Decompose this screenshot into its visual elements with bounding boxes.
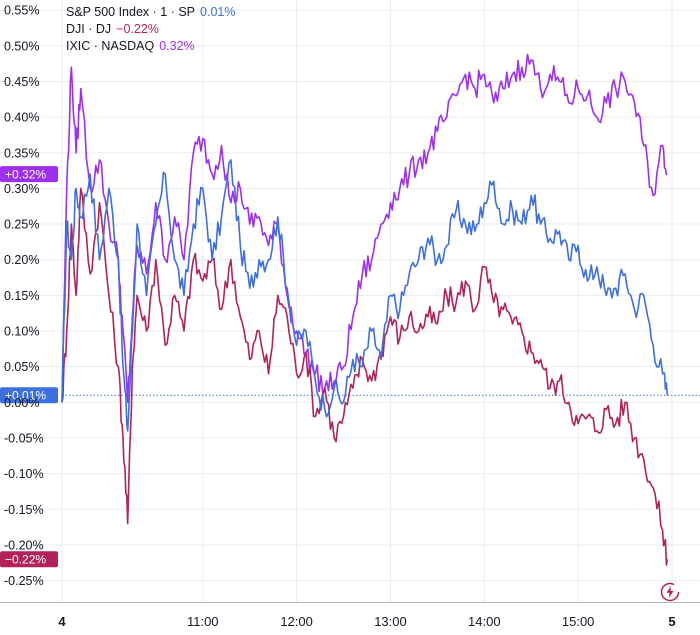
y-tick-label: 0.10%	[4, 325, 39, 339]
y-tick-label: -0.10%	[4, 467, 44, 481]
x-tick-label: 5	[668, 614, 675, 629]
y-tick-label: 0.15%	[4, 289, 39, 303]
x-tick-label: 12:00	[280, 614, 313, 629]
price-label-bg	[0, 166, 58, 183]
y-tick-label: 0.20%	[4, 253, 39, 267]
y-tick-label: 0.55%	[4, 4, 39, 18]
y-tick-label: 0.45%	[4, 75, 39, 89]
price-label-dji: −0.22%	[0, 551, 58, 568]
x-tick-label: 4	[58, 614, 66, 629]
legend-name-ixic: IXIC · NASDAQ	[66, 39, 155, 53]
y-tick-label: -0.20%	[4, 538, 44, 552]
y-tick-label: 0.40%	[4, 111, 39, 125]
y-tick-label: 0.35%	[4, 146, 39, 160]
x-tick-label: 15:00	[562, 614, 595, 629]
legend-name-sp: S&P 500 Index · 1 · SP	[66, 5, 196, 19]
y-tick-label: 0.25%	[4, 218, 39, 232]
y-tick-label: -0.25%	[4, 574, 44, 588]
price-label-text: −0.22%	[5, 553, 46, 567]
legend-item-ixic[interactable]: IXIC · NASDAQ 0.32%	[66, 38, 235, 55]
x-tick-label: 11:00	[187, 614, 219, 629]
price-label-text: +0.32%	[5, 168, 46, 182]
y-tick-label: 0.30%	[4, 182, 39, 196]
price-label-bg	[0, 387, 58, 404]
series-line-sp	[61, 159, 669, 432]
price-label-bg	[0, 551, 58, 568]
y-tick-label: 0.05%	[4, 360, 39, 374]
legend-item-sp[interactable]: S&P 500 Index · 1 · SP 0.01%	[66, 4, 235, 21]
x-tick-label: 14:00	[468, 614, 501, 629]
y-tick-label: 0.00%	[4, 396, 39, 410]
y-tick-label: 0.50%	[4, 39, 39, 53]
legend-name-dji: DJI · DJ	[66, 22, 112, 36]
lightning-icon[interactable]	[660, 582, 680, 602]
series-line-dji	[61, 187, 669, 566]
price-label-ixic: +0.32%	[0, 166, 58, 183]
legend-item-dji[interactable]: DJI · DJ −0.22%	[66, 21, 235, 38]
price-label-sp: +0.01%	[0, 387, 58, 404]
legend-value-ixic: 0.32%	[159, 39, 195, 53]
y-tick-label: -0.15%	[4, 503, 44, 517]
legend-value-dji: −0.22%	[116, 22, 159, 36]
legend: S&P 500 Index · 1 · SP 0.01% DJI · DJ −0.2…	[66, 4, 235, 55]
y-tick-label: -0.05%	[4, 431, 44, 445]
legend-value-sp: 0.01%	[200, 5, 236, 19]
price-label-text: +0.01%	[5, 389, 46, 403]
x-tick-label: 13:00	[374, 614, 407, 629]
